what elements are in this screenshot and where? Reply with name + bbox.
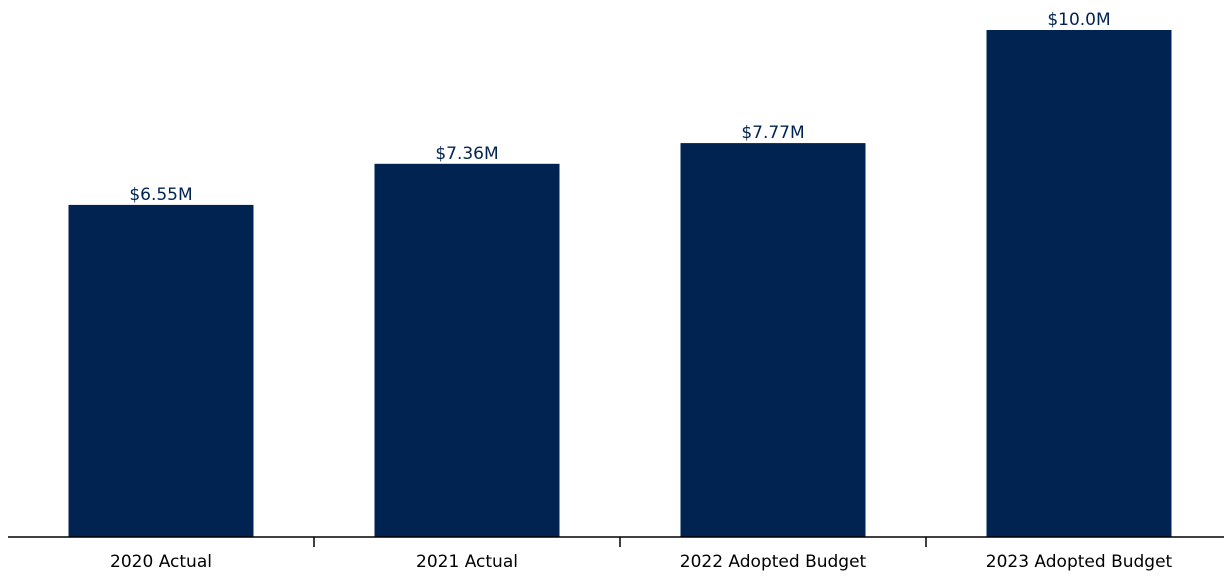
data-label-2: $7.36M (435, 144, 498, 164)
data-label-1: $6.55M (129, 185, 192, 205)
data-label-4: $10.0M (1047, 10, 1110, 30)
bar-3 (680, 143, 866, 537)
bar-1 (68, 204, 254, 537)
x-axis-tick-labels-group: 2020 Actual 2021 Actual 2022 Adopted Budge… (110, 552, 1173, 572)
x-axis-ticks-group (313, 537, 927, 547)
x-tick-label-3: 2022 Adopted Budget (680, 552, 867, 572)
bars-group (68, 30, 1172, 538)
bar-2 (374, 163, 560, 538)
data-label-3: $7.77M (741, 123, 804, 143)
bar-4 (986, 30, 1172, 537)
data-labels-group: $6.55M $7.36M $7.77M $10.0M (129, 10, 1110, 205)
x-tick-label-1: 2020 Actual (110, 552, 212, 572)
x-tick-label-4: 2023 Adopted Budget (986, 552, 1173, 572)
x-tick-label-2: 2021 Actual (416, 552, 518, 572)
